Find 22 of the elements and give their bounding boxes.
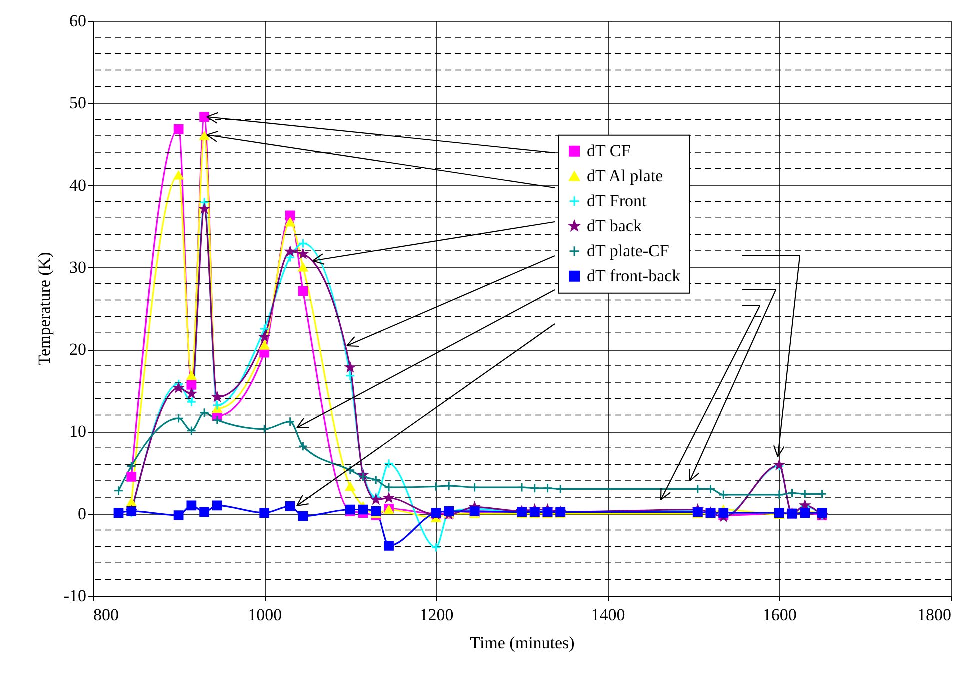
legend-label: dT plate-CF [587, 241, 670, 260]
y-tick-label: 40 [70, 176, 86, 195]
legend-label: dT Al plate [587, 166, 664, 186]
y-tick-label: 0 [78, 504, 86, 524]
legend-label: dT front-back [587, 266, 682, 286]
x-tick-label: 1600 [762, 606, 797, 624]
x-axis-title: Time (minutes) [470, 634, 575, 652]
x-tick-label: 1200 [420, 606, 454, 624]
y-tick-label: 20 [70, 340, 86, 360]
y-tick-label: 10 [70, 422, 86, 442]
x-tick-label: 1400 [591, 606, 626, 624]
y-axis-title: Temperature (K) [34, 252, 54, 366]
y-tick-label: 60 [70, 12, 86, 30]
x-tick-label: 1800 [918, 606, 952, 624]
x-tick-label: 800 [94, 606, 119, 624]
y-tick-label: 50 [70, 94, 86, 113]
y-tick-label: -10 [64, 586, 86, 606]
x-tick-label: 1000 [248, 606, 282, 624]
y-tick-label: 30 [70, 258, 86, 277]
legend-label: dT CF [587, 141, 631, 160]
legend-label: dT back [587, 216, 642, 236]
legend-label: dT Front [587, 191, 647, 210]
